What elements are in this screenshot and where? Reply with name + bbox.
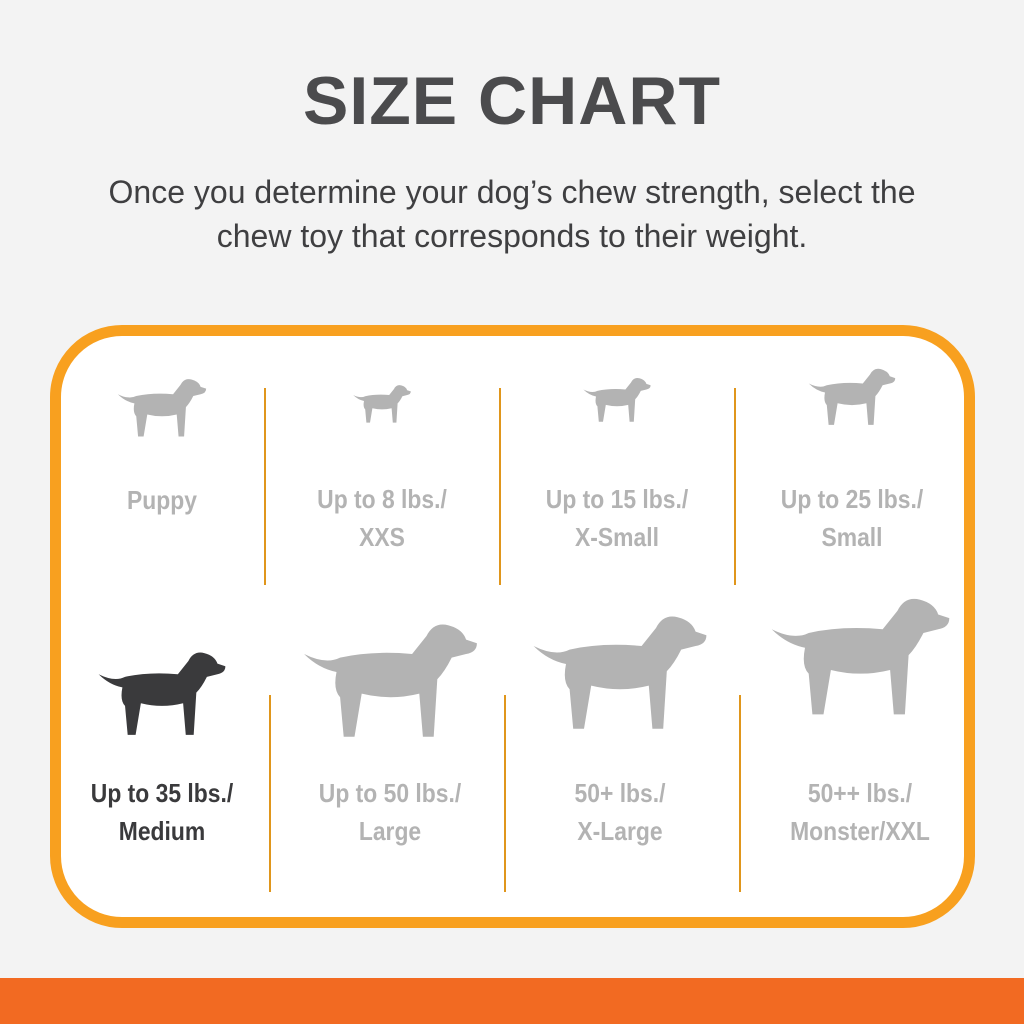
size-sublabel: Large bbox=[358, 816, 422, 846]
size-x-small[interactable]: Up to 15 lbs./ X-Small bbox=[502, 355, 732, 556]
size-large[interactable]: Up to 50 lbs./ Large bbox=[275, 618, 505, 850]
page-subtitle: Once you determine your dog’s chew stren… bbox=[0, 170, 1024, 258]
beagle-icon bbox=[96, 644, 228, 744]
size-sublabel: X-Small bbox=[575, 522, 659, 552]
divider bbox=[739, 695, 741, 892]
size-label: Puppy bbox=[127, 485, 197, 515]
chihuahua-icon bbox=[352, 370, 412, 438]
size-sublabel: Medium bbox=[118, 816, 206, 846]
divider bbox=[264, 388, 266, 585]
size-label: Up to 15 lbs./ bbox=[545, 484, 689, 514]
size-small[interactable]: Up to 25 lbs./ Small bbox=[737, 358, 967, 556]
size-sublabel: XXS bbox=[359, 522, 405, 552]
divider bbox=[734, 388, 736, 585]
divider bbox=[504, 695, 506, 892]
page-title: SIZE CHART bbox=[303, 63, 721, 139]
scottie-icon bbox=[807, 358, 897, 436]
size-chart-panel bbox=[50, 325, 975, 928]
retriever-icon bbox=[298, 618, 483, 744]
size-label: Up to 50 lbs./ bbox=[318, 778, 462, 808]
size-label: Up to 25 lbs./ bbox=[780, 484, 924, 514]
divider bbox=[499, 388, 501, 585]
size-sublabel: Small bbox=[821, 522, 883, 552]
subtitle-line-2: chew toy that corresponds to their weigh… bbox=[216, 218, 808, 254]
great-dane-icon bbox=[768, 568, 953, 746]
size-monster-xxl[interactable]: 50++ lbs./ Monster/XXL bbox=[745, 568, 975, 850]
shepherd-icon bbox=[530, 600, 710, 746]
bottom-accent-bar bbox=[0, 978, 1024, 1024]
size-medium[interactable]: Up to 35 lbs./ Medium bbox=[47, 644, 277, 850]
size-x-large[interactable]: 50+ lbs./ X-Large bbox=[505, 600, 735, 850]
size-label: Up to 8 lbs./ bbox=[317, 484, 447, 514]
size-xxs[interactable]: Up to 8 lbs./ XXS bbox=[267, 370, 497, 556]
size-sublabel: Monster/XXL bbox=[790, 816, 930, 846]
size-label: Up to 35 lbs./ bbox=[90, 778, 234, 808]
size-sublabel: X-Large bbox=[577, 816, 663, 846]
size-puppy[interactable]: Puppy bbox=[47, 370, 277, 519]
puppy-icon bbox=[116, 375, 208, 441]
small-terrier-icon bbox=[582, 355, 652, 445]
subtitle-line-1: Once you determine your dog’s chew stren… bbox=[108, 174, 916, 210]
size-label: 50++ lbs./ bbox=[807, 778, 913, 808]
size-label: 50+ lbs./ bbox=[574, 778, 666, 808]
divider bbox=[269, 695, 271, 892]
